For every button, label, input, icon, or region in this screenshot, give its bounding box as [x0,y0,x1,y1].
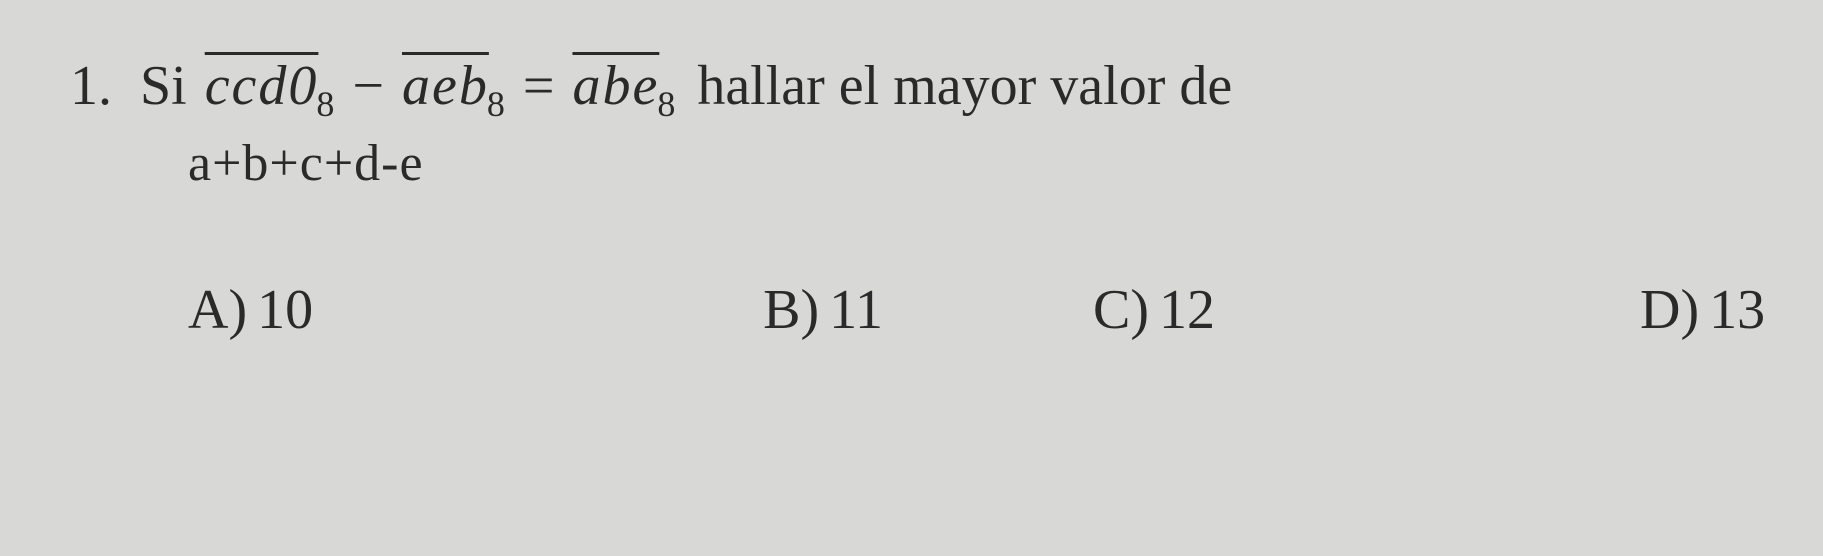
after-text: hallar el mayor valor de [697,50,1232,123]
option-d: D) 13 [1640,278,1765,342]
option-c-value: 12 [1159,278,1215,342]
options-line: A) 10 B) 11 C) 12 D) 13 [188,278,1763,342]
term1-group: ccd08 [205,50,335,128]
option-c-label: C) [1093,278,1149,342]
term1: ccd0 [205,55,319,117]
option-a-value: 10 [257,278,313,342]
option-b-value: 11 [829,278,883,342]
option-d-value: 13 [1709,278,1765,342]
question-line: 1. Si ccd08 − aeb8 = abe8 hallar el mayo… [70,50,1763,128]
term3-group: abe8 [572,50,675,128]
option-b-label: B) [763,278,819,342]
term2: aeb [402,55,489,117]
minus-op: − [352,50,384,123]
option-c: C) 12 [1093,278,1215,342]
question-number: 1. [70,50,112,123]
base3: 8 [657,84,675,124]
base2: 8 [487,84,505,124]
term3: abe [572,55,659,117]
option-a: A) 10 [188,278,313,342]
equals-op: = [523,50,555,123]
option-b: B) 11 [763,278,883,342]
question-text: Si ccd08 − aeb8 = abe8 hallar el mayor v… [140,50,1232,128]
expression-line: a+b+c+d-e [188,134,1763,193]
term2-group: aeb8 [402,50,505,128]
option-a-label: A) [188,278,247,342]
base1: 8 [316,84,334,124]
si-text: Si [140,50,187,123]
option-d-label: D) [1640,278,1699,342]
